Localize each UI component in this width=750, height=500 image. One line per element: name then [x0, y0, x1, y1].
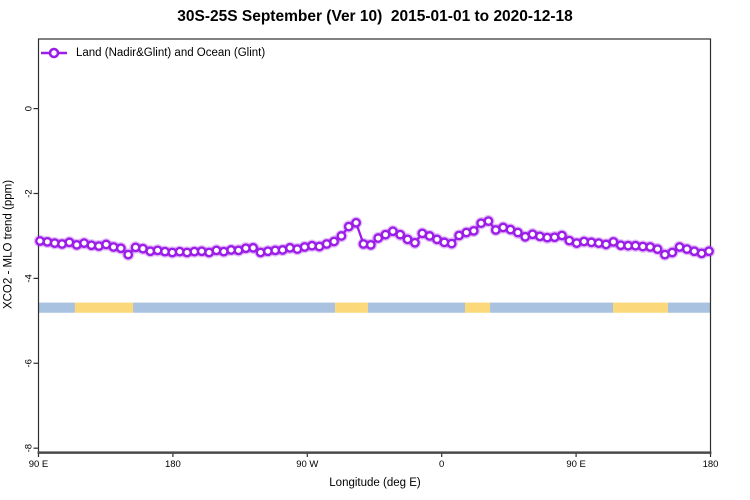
x-axis-ticks: 90 E 180 90 W 0 90 E 180 [29, 452, 719, 470]
data-marker [373, 233, 384, 243]
band-segment-blue [367, 302, 465, 313]
data-marker [285, 242, 295, 253]
data-marker [255, 247, 266, 258]
data-marker [593, 238, 604, 249]
x-tick-label: 90 E [566, 459, 586, 470]
data-markers [35, 216, 714, 260]
band-segment-yellow [74, 302, 134, 313]
data-marker [351, 217, 362, 228]
marker-halo [335, 229, 348, 243]
y-tick-label: 0 [24, 106, 35, 111]
data-marker [42, 236, 53, 247]
y-axis-label: XCO2 - MLO trend (ppm) [2, 179, 15, 310]
x-tick-label: 180 [165, 459, 181, 470]
band-segment-blue [490, 302, 613, 313]
band-segment-yellow [464, 302, 491, 313]
data-marker [468, 225, 479, 236]
data-marker [424, 231, 435, 241]
x-axis-label: Longitude (deg E) [329, 477, 421, 489]
data-marker [336, 231, 347, 241]
legend-marker-icon [48, 47, 60, 59]
data-marker [299, 242, 310, 252]
data-marker [343, 221, 354, 232]
data-marker [483, 216, 494, 226]
y-tick-label: -4 [24, 274, 35, 282]
y-axis-ticks: 0 -2 -4 -6 -8 [24, 106, 39, 452]
data-marker [557, 230, 567, 241]
data-marker [446, 238, 457, 249]
x-tick-label: 180 [703, 459, 719, 470]
data-marker [395, 229, 406, 240]
legend-label: Land (Nadir&Glint) and Ocean (Glint) [76, 47, 266, 59]
marker-halo [122, 248, 135, 261]
chart-title: 30S-25S September (Ver 10) 2015-01-01 to… [177, 8, 573, 25]
y-tick-label: -2 [24, 189, 35, 197]
band-segment-yellow [335, 302, 368, 313]
data-marker [108, 242, 119, 252]
data-marker [380, 229, 391, 240]
band-segment-blue [38, 302, 75, 313]
legend-sample [41, 47, 67, 59]
data-marker [704, 246, 714, 257]
data-marker [152, 245, 163, 256]
data-marker [387, 226, 398, 237]
x-tick-label: 90 W [296, 459, 318, 470]
data-marker [365, 239, 376, 250]
x-tick-label: 0 [439, 459, 444, 470]
band-segment-yellow [612, 302, 668, 313]
band-segment-blue [133, 302, 336, 313]
data-marker [248, 242, 259, 253]
data-marker [211, 245, 222, 256]
band-segment-blue [667, 302, 711, 313]
data-marker [439, 237, 450, 248]
y-tick-label: -6 [24, 359, 35, 367]
data-marker [115, 243, 126, 254]
y-tick-label: -8 [24, 444, 35, 452]
data-marker [402, 234, 413, 245]
x-tick-label: 90 E [29, 459, 49, 470]
data-marker [329, 236, 339, 247]
data-marker [196, 246, 207, 257]
data-marker [130, 242, 141, 253]
data-marker [652, 244, 663, 255]
data-marker [667, 247, 678, 258]
data-marker [123, 249, 134, 260]
data-marker [410, 237, 420, 248]
data-marker [608, 236, 619, 247]
data-marker [535, 231, 545, 242]
data-marker [512, 227, 523, 238]
surface-type-band [38, 302, 711, 313]
